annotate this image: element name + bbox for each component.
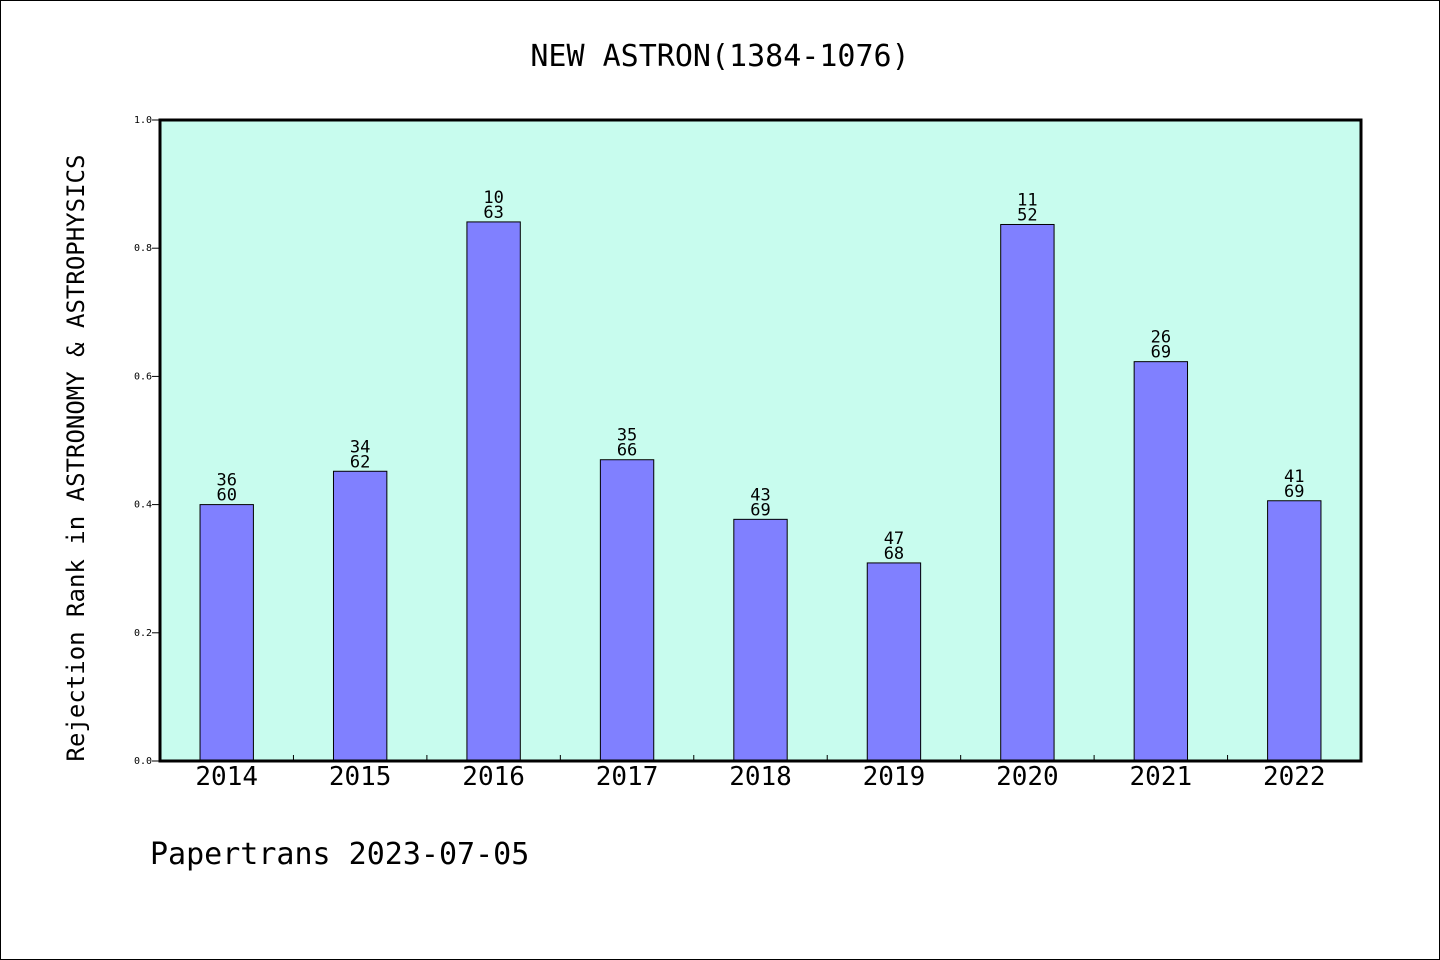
x-tick-label: 2015 xyxy=(329,762,392,792)
y-tick-label: 0.0 xyxy=(134,756,152,767)
bar-label-rank: 10 xyxy=(483,188,503,208)
bar-2015 xyxy=(332,470,388,762)
y-axis-label: Rejection Rank in ASTRONOMY & ASTROPHYSI… xyxy=(62,155,90,762)
bar-label-total: 69 xyxy=(1284,482,1304,502)
y-tick-label: 0.6 xyxy=(134,371,152,382)
plot-border xyxy=(158,118,1363,763)
x-axis: 2014 2015 2016 2017 2018 2019 2020 2021 2022 xyxy=(195,755,1326,792)
y-tick-label: 0.2 xyxy=(134,628,152,639)
x-tick-label: 2018 xyxy=(729,762,792,792)
bar-label-total: 69 xyxy=(750,500,770,520)
bar-label-rank: 26 xyxy=(1151,328,1171,348)
bar-label-rank: 11 xyxy=(1017,190,1037,210)
x-tick-label: 2019 xyxy=(863,762,926,792)
y-tick-label: 1.0 xyxy=(134,115,152,126)
bar-label-rank: 35 xyxy=(617,426,637,446)
bar-2021 xyxy=(1133,361,1189,762)
bar-label-rank: 41 xyxy=(1284,467,1304,487)
y-tick-label: 0.4 xyxy=(134,500,152,511)
bar-label-total: 60 xyxy=(216,486,236,506)
bar-label-rank: 43 xyxy=(750,485,770,505)
x-tick-label: 2022 xyxy=(1263,762,1326,792)
y-axis: 0.0 0.2 0.4 0.6 0.8 1.0 xyxy=(134,115,160,767)
bar-2022 xyxy=(1267,500,1322,762)
bar-label-total: 66 xyxy=(617,441,637,461)
bar-label-total: 52 xyxy=(1017,205,1037,225)
bar-2017 xyxy=(599,459,655,762)
bar-2019 xyxy=(866,562,922,762)
bar-label-rank: 36 xyxy=(216,471,236,491)
bar-2014 xyxy=(199,504,254,762)
bar-label-rank: 47 xyxy=(884,529,904,549)
x-tick-label: 2014 xyxy=(195,762,258,792)
bar-label-rank: 34 xyxy=(350,437,370,457)
bar-2018 xyxy=(733,518,788,762)
y-tick-label: 0.8 xyxy=(134,243,152,254)
bar-label-total: 63 xyxy=(483,203,503,223)
x-tick-label: 2021 xyxy=(1130,762,1193,792)
x-tick-label: 2020 xyxy=(996,762,1059,792)
x-tick-label: 2017 xyxy=(596,762,659,792)
bar-2020 xyxy=(1000,223,1055,762)
x-tick-label: 2016 xyxy=(462,762,525,792)
bar-label-total: 68 xyxy=(884,544,904,564)
bar-label-total: 69 xyxy=(1151,343,1171,363)
footer-credit: Papertrans 2023-07-05 xyxy=(150,837,529,872)
bar-2016 xyxy=(466,221,521,762)
chart-title: NEW ASTRON(1384-1076) xyxy=(530,39,909,74)
bar-label-total: 62 xyxy=(350,452,370,472)
